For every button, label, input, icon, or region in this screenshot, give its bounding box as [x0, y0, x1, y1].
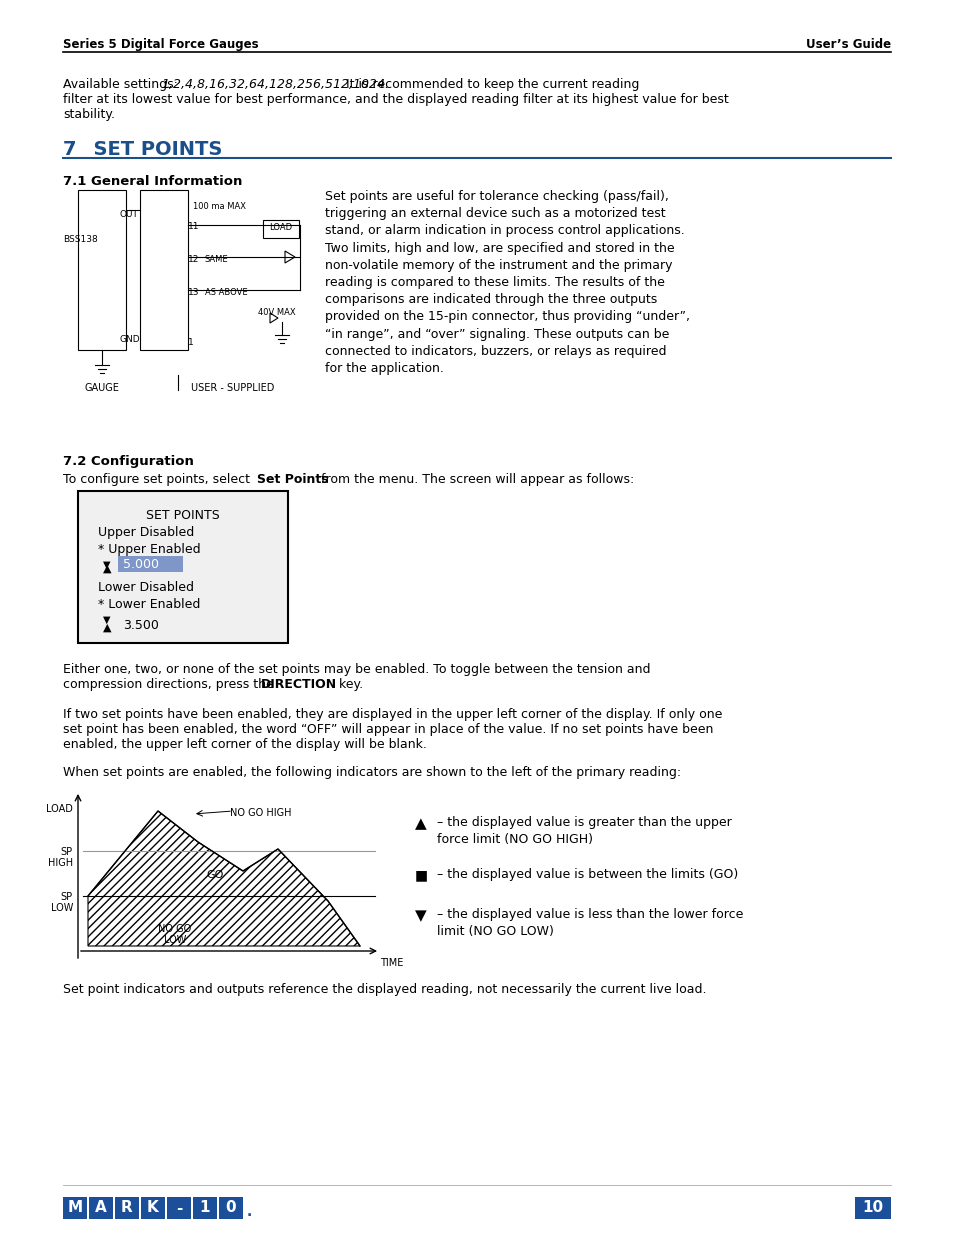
Bar	[141, 1197, 165, 1219]
Text: 7.2 Configuration: 7.2 Configuration	[63, 454, 193, 468]
Text: To configure set points, select: To configure set points, select	[63, 473, 253, 487]
Text: K: K	[147, 1200, 159, 1215]
Text: 0: 0	[226, 1200, 236, 1215]
Text: It is recommended to keep the current reading: It is recommended to keep the current re…	[341, 78, 639, 91]
Bar	[63, 1197, 87, 1219]
Text: key.: key.	[335, 678, 363, 692]
Text: SP
LOW: SP LOW	[51, 892, 73, 913]
Text: BSS138: BSS138	[63, 235, 97, 245]
Text: SET POINTS: SET POINTS	[146, 509, 219, 522]
Text: NO GO
LOW: NO GO LOW	[158, 924, 192, 945]
Text: -: -	[175, 1200, 182, 1215]
Text: compression directions, press the: compression directions, press the	[63, 678, 277, 692]
Text: Set Points: Set Points	[256, 473, 328, 487]
Text: 10: 10	[862, 1200, 882, 1215]
Text: stability.: stability.	[63, 107, 115, 121]
Text: enabled, the upper left corner of the display will be blank.: enabled, the upper left corner of the di…	[63, 739, 426, 751]
Text: 1: 1	[199, 1200, 210, 1215]
Bar	[118, 556, 183, 572]
Text: ▼: ▼	[103, 615, 111, 625]
Text: 7.1 General Information: 7.1 General Information	[63, 175, 242, 188]
Text: Set point indicators and outputs reference the displayed reading, not necessaril: Set point indicators and outputs referen…	[63, 983, 706, 995]
Text: 11: 11	[188, 222, 199, 231]
Text: User’s Guide: User’s Guide	[805, 38, 890, 51]
Text: LOAD: LOAD	[46, 804, 73, 814]
Text: 5.000: 5.000	[123, 557, 159, 571]
Text: .: .	[247, 1205, 252, 1219]
Text: R: R	[121, 1200, 132, 1215]
Text: from the menu. The screen will appear as follows:: from the menu. The screen will appear as…	[316, 473, 634, 487]
Text: OUT: OUT	[120, 210, 139, 219]
Text: GAUGE: GAUGE	[85, 383, 119, 393]
Text: 40V MAX: 40V MAX	[257, 308, 295, 317]
Text: 1: 1	[188, 338, 193, 347]
Text: ▼: ▼	[103, 559, 111, 571]
Bar	[263, 220, 298, 238]
Text: Series 5 Digital Force Gauges: Series 5 Digital Force Gauges	[63, 38, 258, 51]
Text: AS ABOVE: AS ABOVE	[205, 288, 248, 296]
Bar	[219, 1197, 243, 1219]
Text: DIRECTION: DIRECTION	[261, 678, 336, 692]
Text: 100 ma MAX: 100 ma MAX	[193, 203, 246, 211]
Text: ▼: ▼	[415, 908, 426, 923]
Text: Set points are useful for tolerance checking (pass/fail),
triggering an external: Set points are useful for tolerance chec…	[325, 190, 689, 375]
Text: ▲: ▲	[103, 622, 112, 634]
Text: – the displayed value is less than the lower force
limit (NO GO LOW): – the displayed value is less than the l…	[436, 908, 742, 939]
Text: 7: 7	[63, 140, 76, 159]
Text: When set points are enabled, the following indicators are shown to the left of t: When set points are enabled, the followi…	[63, 766, 680, 779]
Text: ■: ■	[415, 868, 428, 882]
Text: TIME: TIME	[379, 958, 403, 968]
Text: * Upper Enabled: * Upper Enabled	[98, 543, 200, 556]
Text: If two set points have been enabled, they are displayed in the upper left corner: If two set points have been enabled, the…	[63, 708, 721, 721]
Text: ▲: ▲	[103, 564, 112, 574]
Bar	[854, 1197, 890, 1219]
Bar	[193, 1197, 216, 1219]
Text: A: A	[95, 1200, 107, 1215]
Text: ▲: ▲	[415, 816, 426, 831]
Text: set point has been enabled, the word “OFF” will appear in place of the value. If: set point has been enabled, the word “OF…	[63, 722, 713, 736]
Text: SP
HIGH: SP HIGH	[48, 847, 73, 868]
Text: 13: 13	[188, 288, 199, 296]
Text: Upper Disabled: Upper Disabled	[98, 526, 194, 538]
Text: GO: GO	[206, 869, 223, 881]
Text: – the displayed value is between the limits (GO): – the displayed value is between the lim…	[436, 868, 738, 881]
Bar	[115, 1197, 139, 1219]
Text: 12: 12	[188, 254, 199, 264]
Bar	[78, 492, 288, 643]
Text: SAME: SAME	[205, 254, 229, 264]
Text: 1,2,4,8,16,32,64,128,256,512,1024.: 1,2,4,8,16,32,64,128,256,512,1024.	[161, 78, 389, 91]
Bar	[140, 190, 188, 350]
Text: NO GO HIGH: NO GO HIGH	[230, 808, 292, 818]
Text: Lower Disabled: Lower Disabled	[98, 580, 193, 594]
Bar	[167, 1197, 191, 1219]
Text: SET POINTS: SET POINTS	[80, 140, 222, 159]
Text: M: M	[68, 1200, 83, 1215]
Text: LOAD: LOAD	[269, 224, 293, 232]
Text: filter at its lowest value for best performance, and the displayed reading filte: filter at its lowest value for best perf…	[63, 93, 728, 106]
Text: GND: GND	[120, 335, 140, 345]
Text: * Lower Enabled: * Lower Enabled	[98, 598, 200, 611]
Bar	[78, 190, 126, 350]
Text: USER - SUPPLIED: USER - SUPPLIED	[192, 383, 274, 393]
Text: Either one, two, or none of the set points may be enabled. To toggle between the: Either one, two, or none of the set poin…	[63, 663, 650, 676]
Text: – the displayed value is greater than the upper
force limit (NO GO HIGH): – the displayed value is greater than th…	[436, 816, 731, 846]
Bar	[89, 1197, 112, 1219]
Text: 3.500: 3.500	[123, 619, 159, 632]
Text: Available settings:: Available settings:	[63, 78, 182, 91]
